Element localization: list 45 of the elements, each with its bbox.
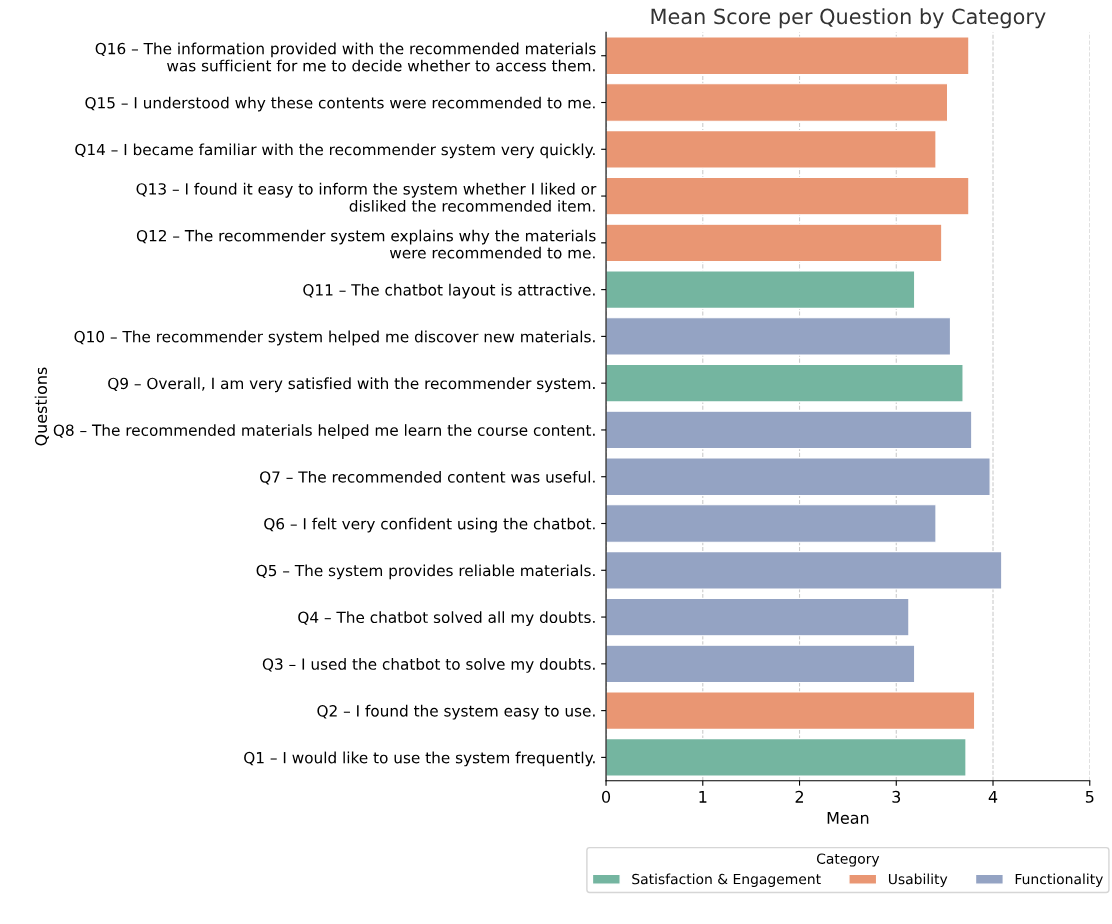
bar <box>606 176 970 216</box>
x-tick-label: 5 <box>1085 790 1094 803</box>
x-tick-label: 2 <box>795 790 804 803</box>
bar <box>606 551 1003 590</box>
bar <box>606 223 943 263</box>
bar <box>606 691 976 730</box>
bar <box>606 410 973 450</box>
y-tick-label: Q15 – I understood why these contents were recommended to me. <box>85 96 595 112</box>
y-tick-label: Q6 – I felt very confident using the chatbot. <box>264 517 595 533</box>
y-tick-label: Q11 – The chatbot layout is attractive. <box>303 283 595 299</box>
bar <box>606 644 916 684</box>
bar <box>606 270 916 309</box>
y-tick-label: Q12 – The recommender system explains why the materials were recommended to me. <box>136 229 596 259</box>
legend-title: Category <box>816 853 880 867</box>
bar <box>606 504 937 543</box>
y-tick-label: Q9 – Overall, I am very satisfied with the recommender system. <box>108 377 595 393</box>
bar <box>606 130 937 169</box>
legend-label: Usability <box>888 873 948 887</box>
y-tick-label: Q7 – The recommended content was useful. <box>260 470 595 485</box>
y-tick-label: Q8 – The recommended materials helped me learn the course content. <box>53 424 595 439</box>
bar <box>606 317 952 356</box>
bar <box>606 738 967 777</box>
x-axis-title: Mean <box>827 812 869 824</box>
x-tick-label: 1 <box>699 790 707 803</box>
y-tick-label: Q5 – The system provides reliable materials. <box>256 564 595 580</box>
legend-label: Satisfaction & Engagement <box>632 873 821 887</box>
y-tick-label: Q4 – The chatbot solved all my doubts. <box>298 611 595 627</box>
bar <box>606 597 910 637</box>
y-tick-label: Q3 – I used the chatbot to solve my doubts. <box>262 658 595 673</box>
y-tick-label: Q14 – I became familiar with the recommender system very quickly. <box>75 143 595 159</box>
y-tick-label: Q10 – The recommender system helped me discover new materials. <box>74 330 595 346</box>
bar <box>606 36 970 75</box>
x-tick-label: 0 <box>602 790 611 803</box>
x-tick-label: 4 <box>988 790 998 803</box>
y-tick-label: Q16 – The information provided with the recommended materials was sufficient for me to decide whether to access them. <box>95 42 596 72</box>
bar <box>606 83 949 122</box>
y-tick-label: Q13 – I found it easy to inform the system whether I liked or disliked the recommended item. <box>136 182 597 212</box>
legend-label: Functionality <box>1015 873 1103 887</box>
bar <box>606 457 991 496</box>
y-tick-label: Q1 – I would like to use the system frequently. <box>244 751 595 767</box>
y-tick-label: Q2 – I found the system easy to use. <box>317 704 595 720</box>
chart-title: Mean Score per Question by Category <box>651 8 1046 29</box>
bar <box>606 363 964 403</box>
y-axis-title: Questions <box>34 367 49 446</box>
x-tick-label: 3 <box>892 790 901 803</box>
